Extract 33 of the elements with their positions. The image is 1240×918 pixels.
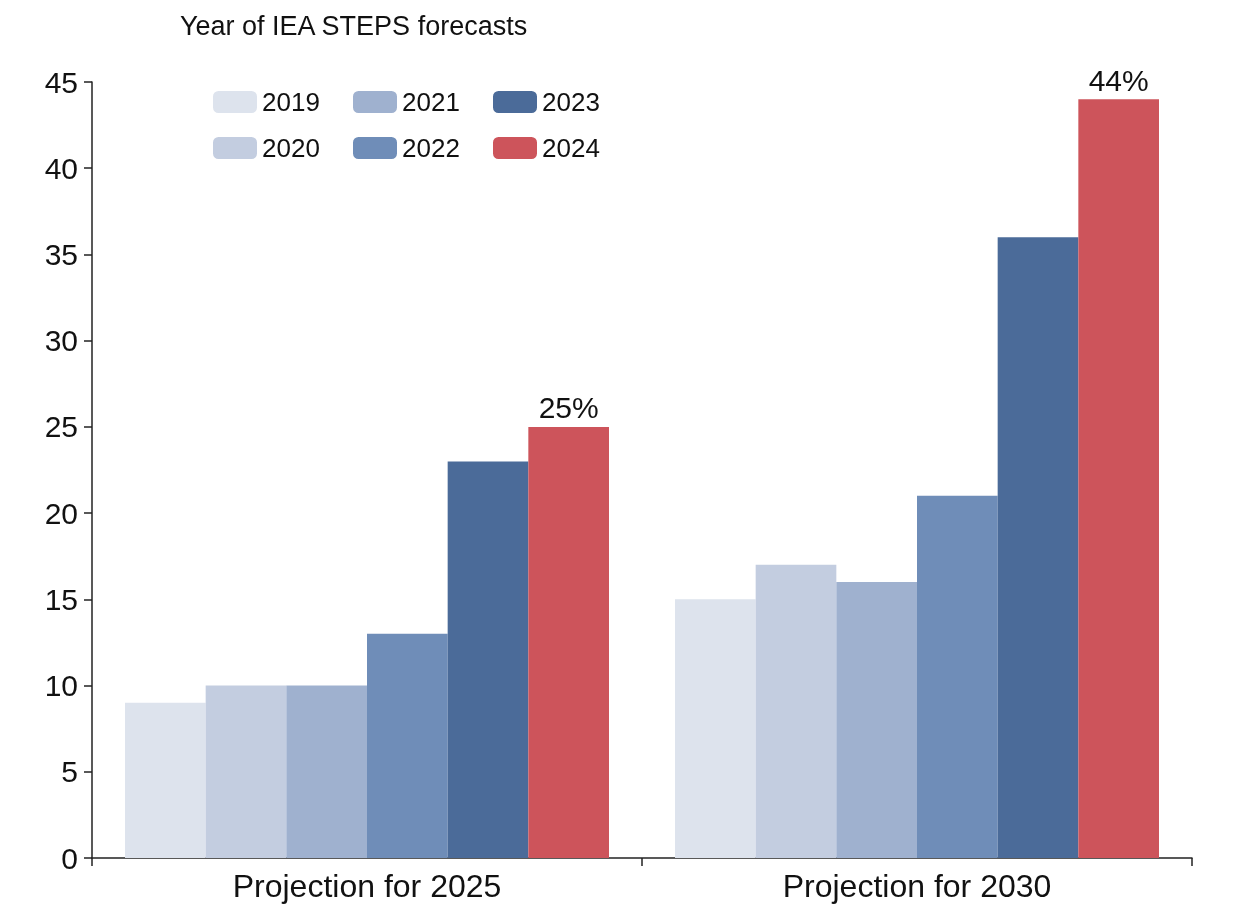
- legend-label: 2023: [542, 87, 600, 117]
- bar: [917, 495, 998, 858]
- bar: [997, 237, 1079, 858]
- legend-label: 2024: [542, 133, 600, 163]
- bar: [367, 633, 448, 858]
- y-tick-label: 30: [44, 324, 78, 358]
- data-label: 44%: [1088, 63, 1149, 97]
- y-tick-label: 10: [44, 669, 78, 703]
- bar: [675, 599, 756, 858]
- x-tick-label: Projection for 2030: [782, 868, 1052, 904]
- legend-label: 2022: [402, 133, 460, 163]
- bar: [755, 564, 837, 858]
- legend-label: 2021: [402, 87, 460, 117]
- y-tick-label: 15: [44, 582, 78, 616]
- bar: [205, 685, 287, 858]
- y-tick-label: 35: [44, 237, 78, 271]
- y-tick-label: 25: [44, 410, 78, 444]
- y-tick-label: 45: [44, 65, 78, 99]
- data-label: 25%: [538, 391, 599, 425]
- bar: [286, 685, 367, 858]
- bar: [1078, 99, 1159, 858]
- legend-label: 2019: [262, 87, 320, 117]
- bar: [447, 461, 529, 858]
- legend-title: Year of IEA STEPS forecasts: [180, 10, 528, 41]
- y-tick-label: 0: [61, 841, 78, 875]
- bar: [528, 426, 609, 858]
- bar: [125, 702, 206, 858]
- y-tick-label: 20: [44, 496, 78, 530]
- y-tick-label: 40: [44, 151, 78, 185]
- x-tick-label: Projection for 2025: [232, 868, 502, 904]
- legend-label: 2020: [262, 133, 320, 163]
- y-tick-label: 5: [61, 755, 78, 789]
- bar: [836, 582, 917, 858]
